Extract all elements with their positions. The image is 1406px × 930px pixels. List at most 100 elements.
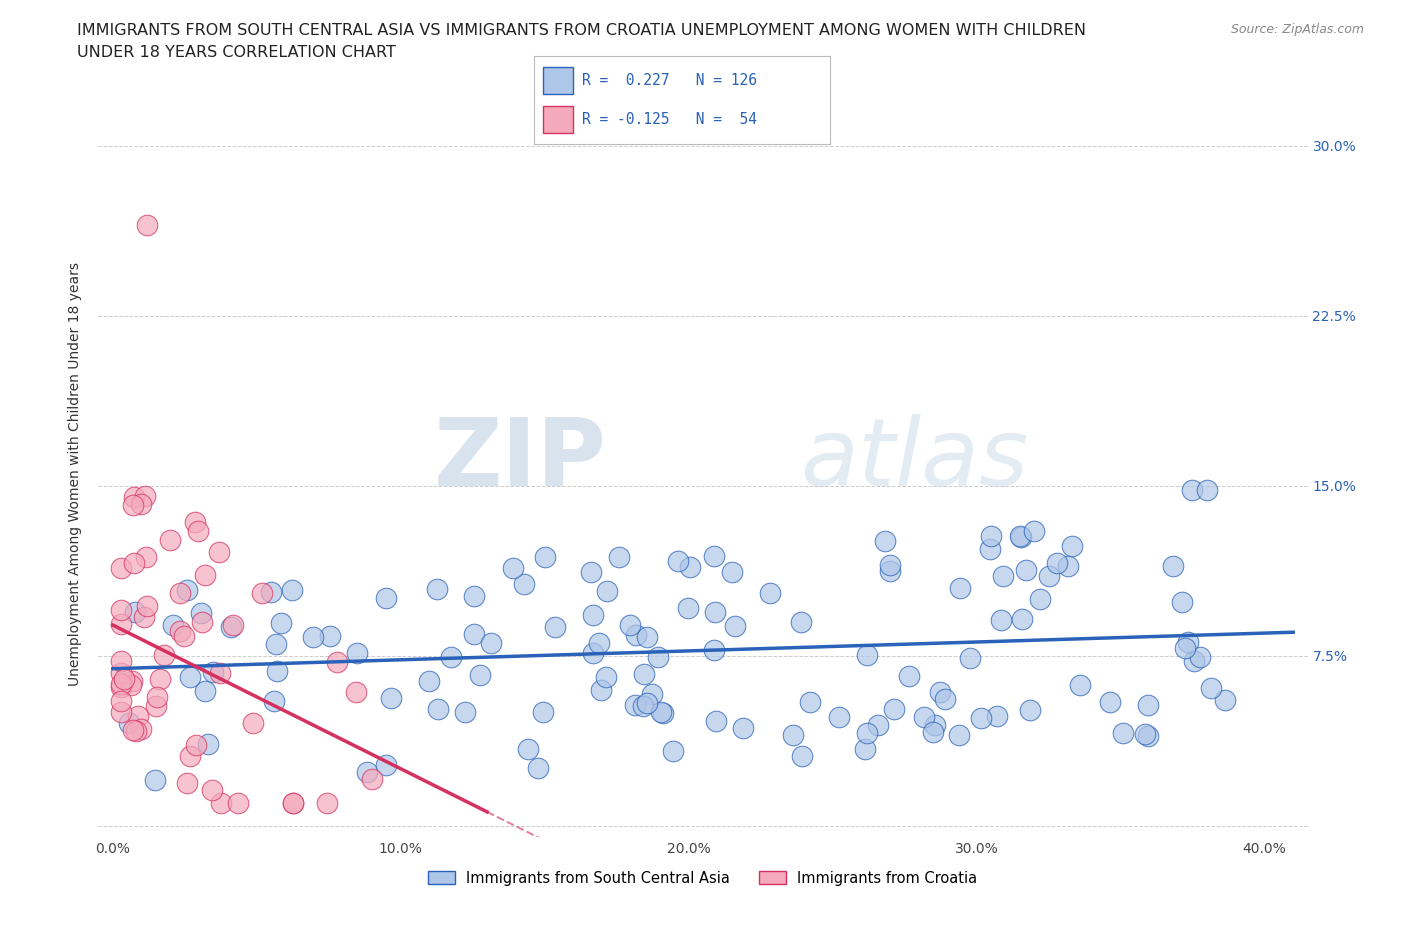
Point [1099,695,1122,710]
Point [209,795,232,810]
Point [159,532,181,547]
Point [624,627,647,642]
Text: IMMIGRANTS FROM SOUTH CENTRAL ASIA VS IMMIGRANTS FROM CROATIA UNEMPLOYMENT AMONG: IMMIGRANTS FROM SOUTH CENTRAL ASIA VS IM… [77,23,1087,38]
Point [302,630,325,644]
Point [110,654,132,669]
Point [512,576,534,591]
Point [173,629,195,644]
Point [194,684,217,698]
Point [281,582,304,597]
Point [135,550,157,565]
Point [636,696,658,711]
Point [856,647,879,662]
Point [959,650,981,665]
Point [222,618,245,632]
Point [990,613,1012,628]
Point [868,718,890,733]
Point [1046,555,1069,570]
Point [316,795,339,810]
Point [1038,569,1060,584]
Point [380,691,402,706]
Point [666,554,689,569]
Point [112,671,135,686]
Point [122,723,145,737]
Point [129,722,152,737]
Point [790,615,813,630]
Point [633,667,655,682]
Point [650,704,672,719]
Point [283,795,305,810]
Point [468,668,491,683]
Point [110,694,132,709]
Point [1161,558,1184,573]
Point [426,582,449,597]
Point [724,618,747,633]
Bar [543,67,572,94]
Point [721,565,744,579]
Point [1195,483,1218,498]
Point [928,684,950,699]
Point [136,218,159,232]
Point [187,524,209,538]
Point [853,742,876,757]
Text: UNDER 18 YEARS CORRELATION CHART: UNDER 18 YEARS CORRELATION CHART [77,45,396,60]
Point [1060,538,1083,553]
Point [186,737,208,752]
Point [179,749,201,764]
Point [426,702,449,717]
Point [731,721,754,736]
Point [531,705,554,720]
Point [949,580,972,595]
Point [440,649,463,664]
Point [122,556,145,571]
Point [879,564,901,578]
Point [527,761,550,776]
Point [134,488,156,503]
Point [790,749,813,764]
Point [136,599,159,614]
Point [250,586,273,601]
Point [979,541,1001,556]
Point [143,773,166,788]
Point [619,618,641,632]
Point [360,772,382,787]
Text: ZIP: ZIP [433,414,606,506]
Point [1181,483,1204,498]
Point [110,617,132,631]
Point [1069,677,1091,692]
Point [679,560,702,575]
Point [704,713,727,728]
Point [1057,558,1080,573]
Point [799,694,821,709]
Point [1029,591,1052,606]
Point [122,490,145,505]
Point [162,618,184,632]
Point [502,561,524,576]
Point [260,584,283,599]
Point [912,710,935,724]
Point [828,710,851,724]
Point [201,665,224,680]
Point [591,683,613,698]
Point [118,715,141,730]
Point [1112,726,1135,741]
Point [374,757,396,772]
Point [346,645,368,660]
Point [344,684,367,699]
Point [176,776,198,790]
Point [1174,641,1197,656]
Point [921,724,943,739]
Point [934,691,956,706]
Point [980,528,1002,543]
Point [624,698,647,712]
Point [110,680,132,695]
Point [145,698,167,713]
Point [191,615,214,630]
Point [596,584,619,599]
Point [190,606,212,621]
Point [270,616,292,631]
Point [782,728,804,743]
Point [544,619,567,634]
Text: R = -0.125   N =  54: R = -0.125 N = 54 [582,112,756,126]
Point [176,583,198,598]
